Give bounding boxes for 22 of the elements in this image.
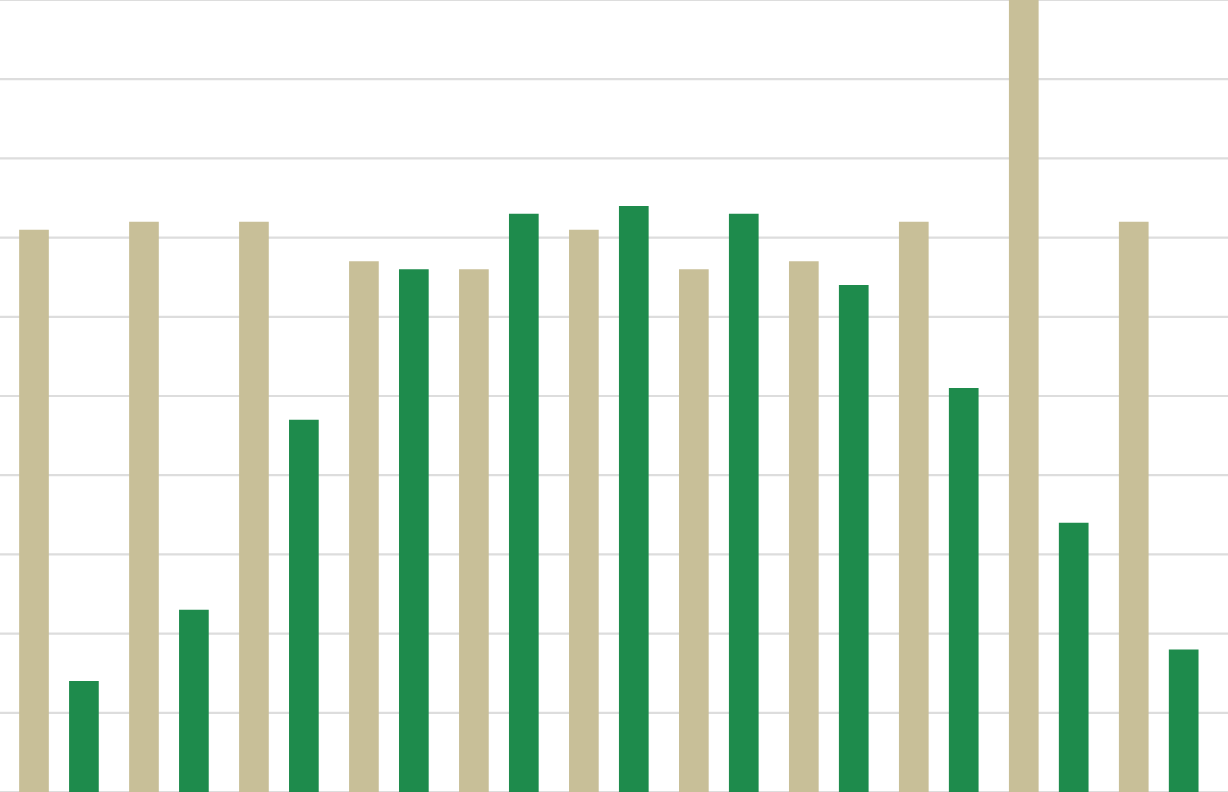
bar	[508, 213, 539, 792]
bar	[179, 609, 209, 792]
bar	[349, 261, 379, 792]
bar	[1168, 649, 1199, 792]
bar	[69, 681, 99, 792]
bar	[618, 205, 649, 792]
bar	[679, 269, 709, 792]
bar	[399, 269, 429, 792]
bar	[1118, 221, 1149, 792]
bar	[569, 229, 599, 792]
bar	[788, 261, 819, 792]
bar	[948, 388, 979, 792]
bar	[1008, 0, 1039, 792]
bar	[1058, 522, 1089, 792]
bar	[728, 213, 759, 792]
bar	[838, 285, 869, 792]
bar	[289, 419, 319, 792]
bar	[129, 221, 159, 792]
bar	[239, 221, 269, 792]
bar	[898, 221, 929, 792]
bar	[459, 269, 489, 792]
bar	[19, 229, 49, 792]
